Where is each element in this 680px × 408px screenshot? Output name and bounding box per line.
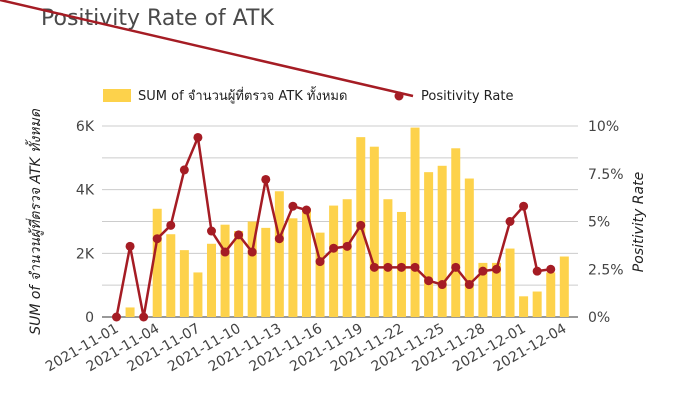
bar: [464, 178, 474, 317]
line-point: [112, 312, 121, 322]
legend-line-marker: [394, 91, 404, 101]
line-point: [139, 312, 149, 322]
line-series: [112, 132, 556, 322]
line-point: [301, 205, 311, 215]
line-point: [274, 234, 284, 244]
line-point: [234, 230, 244, 240]
bar: [220, 224, 230, 317]
bar: [478, 262, 488, 317]
line-point: [261, 174, 271, 184]
bar: [288, 218, 298, 317]
bar: [491, 262, 501, 317]
line-point: [383, 262, 393, 272]
x-axis-ticks: 2021-11-012021-11-042021-11-072021-11-10…: [43, 321, 569, 376]
bar: [125, 307, 135, 317]
line-point: [478, 266, 488, 276]
line-point: [491, 264, 501, 274]
legend-line-label: Positivity Rate: [421, 89, 513, 104]
line-point: [546, 264, 556, 274]
line-point: [342, 241, 352, 251]
line-point: [247, 247, 257, 257]
legend: SUM of จำนวนผู้ที่ตรวจ ATK ทั้งหมด Posit…: [0, 0, 513, 104]
legend-bar-swatch: [103, 89, 131, 102]
bar: [410, 127, 420, 317]
bar: [519, 296, 529, 317]
line-point: [519, 201, 529, 211]
right-axis-title: Positivity Rate: [631, 172, 647, 272]
left-tick-label: 6K: [76, 119, 95, 135]
line-point: [532, 266, 542, 276]
line-point: [437, 280, 447, 290]
line-point: [424, 276, 434, 286]
bar: [546, 272, 556, 317]
bar: [505, 248, 515, 317]
legend-line-swatch: [0, 0, 414, 98]
bar: [193, 272, 203, 317]
left-tick-label: 4K: [76, 183, 95, 199]
line-point: [356, 220, 366, 230]
line-point: [179, 165, 189, 175]
bar: [166, 234, 176, 317]
line-point: [315, 257, 325, 267]
line-point: [505, 217, 515, 226]
bar: [424, 172, 434, 317]
bar: [532, 291, 542, 317]
bar: [383, 199, 393, 317]
left-axis-ticks: 0 2K 4K 6K: [76, 119, 95, 326]
right-tick-label: 10%: [588, 119, 619, 135]
line-point: [369, 262, 379, 272]
bar: [342, 199, 352, 317]
bar: [274, 191, 284, 317]
line-point: [329, 243, 339, 253]
legend-bar-label: SUM of จำนวนผู้ที่ตรวจ ATK ทั้งหมด: [138, 86, 347, 104]
line-point: [125, 241, 135, 251]
line-point: [193, 132, 203, 142]
right-tick-label: 5%: [588, 215, 610, 231]
left-axis-title: SUM of จำนวนผู้ที่ตรวจ ATK ทั้งหมด: [25, 108, 44, 334]
bar: [437, 165, 447, 317]
line-point: [451, 262, 461, 272]
bar: [315, 232, 325, 317]
line-point: [410, 262, 420, 272]
bar: [329, 205, 339, 317]
line-point: [396, 262, 406, 272]
line-point: [166, 220, 176, 230]
line-point: [220, 247, 230, 257]
bar-series: [125, 127, 569, 317]
bar: [179, 250, 189, 317]
line-point: [288, 201, 298, 211]
bar: [206, 243, 216, 317]
bar: [152, 208, 162, 317]
line-point: [206, 226, 216, 236]
left-tick-label: 2K: [76, 246, 95, 262]
right-tick-label: 0%: [588, 310, 610, 326]
line-point: [464, 280, 474, 290]
bar: [301, 208, 311, 317]
left-tick-label: 0: [85, 310, 94, 326]
bar: [369, 146, 379, 317]
bar: [234, 231, 244, 317]
line-point: [152, 234, 162, 244]
bar: [261, 227, 271, 317]
bar: [247, 221, 257, 317]
bar: [451, 148, 461, 317]
right-tick-label: 7.5%: [588, 167, 624, 183]
bar: [559, 256, 569, 317]
right-axis-ticks: 0% 2.5% 5% 7.5% 10%: [588, 119, 624, 326]
right-tick-label: 2.5%: [588, 262, 624, 278]
